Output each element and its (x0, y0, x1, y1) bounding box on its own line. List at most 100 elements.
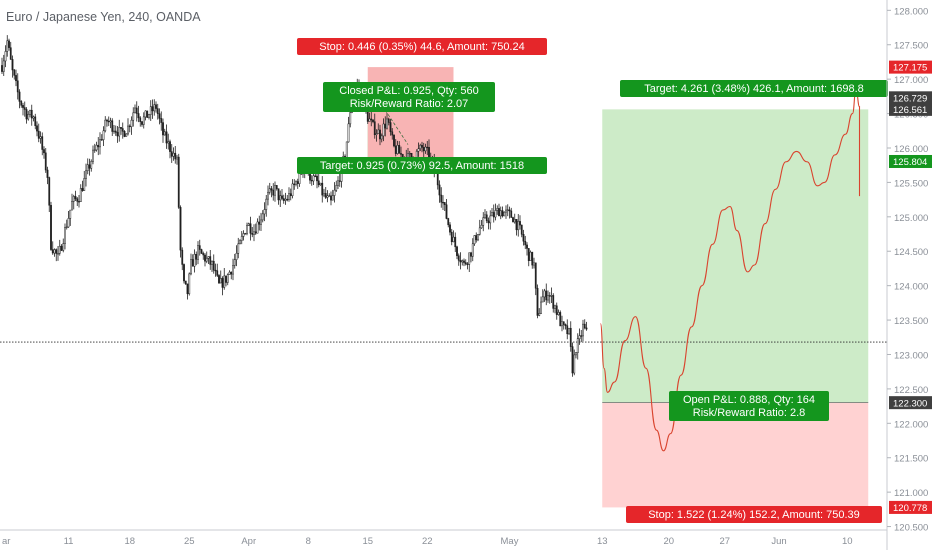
candle-body (347, 123, 350, 143)
candle-body (132, 112, 135, 121)
time-tick-label: 15 (362, 536, 373, 547)
candle-body (561, 321, 563, 327)
candle-body (253, 231, 255, 235)
candle-body (456, 246, 458, 257)
candle-body (375, 133, 378, 136)
closed-pnl-label-text: Risk/Reward Ratio: 2.07 (350, 98, 469, 110)
candle-body (13, 69, 16, 76)
candle-body (426, 146, 429, 149)
candle-body (291, 183, 294, 197)
candle-body (71, 201, 73, 211)
candle-body (260, 219, 262, 225)
time-tick-label: ar (2, 536, 10, 547)
candle-body (267, 191, 269, 200)
candle-body (254, 231, 257, 234)
candle-body (317, 180, 320, 186)
price-tag-bg (889, 91, 932, 105)
candle-body (137, 113, 140, 119)
candle-body (83, 178, 86, 191)
price-tick-label: 126.000 (894, 144, 928, 155)
candle-body (121, 128, 124, 132)
candle-body (20, 101, 23, 106)
closed-pnl-label-bg (323, 82, 495, 112)
candle-body (39, 136, 42, 139)
candle-body (172, 152, 175, 157)
candle-body (193, 254, 196, 267)
candle-body (149, 106, 152, 115)
candle-body (205, 257, 208, 262)
candle-body (176, 156, 178, 160)
time-tick-label: 22 (422, 536, 433, 547)
candle-body (478, 227, 481, 235)
price-tick-label: 121.000 (894, 488, 928, 499)
candle-body (566, 325, 569, 335)
candle-body (552, 295, 555, 309)
candle-body (398, 145, 401, 154)
candle-body (249, 223, 252, 234)
candle-body (237, 243, 240, 254)
candle-body (235, 253, 238, 260)
candle-body (22, 105, 24, 108)
price-tick-label: 123.000 (894, 350, 928, 361)
time-tick-label: 25 (184, 536, 195, 547)
price-tick-label: 122.500 (894, 385, 928, 396)
candle-body (498, 208, 500, 217)
open-target-label-text: Target: 4.261 (3.48%) 426.1, Amount: 169… (644, 83, 864, 95)
candle-body (155, 104, 157, 109)
candle-body (72, 196, 75, 202)
candle-body (529, 251, 532, 261)
candle-body (41, 136, 44, 150)
candle-body (135, 107, 138, 114)
candle-body (90, 161, 93, 169)
candle-body (349, 112, 352, 125)
candle-body (64, 227, 66, 244)
candle-body (447, 218, 450, 226)
candle-body (384, 123, 387, 129)
candle-body (32, 116, 35, 119)
candle-body (564, 324, 567, 327)
candle-body (216, 270, 219, 276)
candle-body (174, 152, 177, 160)
time-tick-label: 10 (842, 536, 853, 547)
candle-body (183, 264, 185, 282)
candle-body (277, 188, 280, 201)
candle-body (111, 120, 114, 132)
candle-body (463, 260, 465, 263)
candle-body (335, 185, 338, 191)
closed-target-label-bg (297, 157, 547, 174)
candle-body (534, 262, 537, 289)
candle-body (541, 296, 544, 303)
price-tag: 125.804 (893, 157, 927, 168)
candle-body (151, 106, 154, 112)
candle-body (337, 180, 339, 186)
candle-body (331, 195, 334, 201)
loss-zone (367, 67, 454, 162)
candle-body (466, 263, 469, 265)
candle-body (286, 198, 289, 201)
candle-body (118, 127, 121, 137)
candle-body (258, 221, 261, 225)
open-pnl-label-text: Risk/Reward Ratio: 2.8 (693, 407, 806, 419)
candle-body (578, 335, 581, 339)
candle-body (165, 131, 168, 144)
candle-body (573, 354, 576, 374)
candle-body (526, 244, 528, 249)
candle-body (330, 195, 332, 201)
candle-body (394, 145, 397, 154)
symbol-title: Euro / Japanese Yen, 240, OANDA (6, 10, 201, 24)
candle-body (513, 219, 516, 223)
candle-body (97, 144, 100, 148)
candle-body (279, 195, 282, 201)
price-tag-bg (889, 500, 932, 514)
candle-body (323, 193, 325, 196)
candle-body (29, 109, 31, 115)
candle-body (8, 40, 10, 48)
price-tick-label: 125.000 (894, 213, 928, 224)
candle-body (505, 209, 507, 213)
price-tick-label: 122.000 (894, 419, 928, 430)
candle-body (321, 182, 324, 196)
candle-body (46, 169, 49, 178)
candle-body (410, 152, 413, 158)
